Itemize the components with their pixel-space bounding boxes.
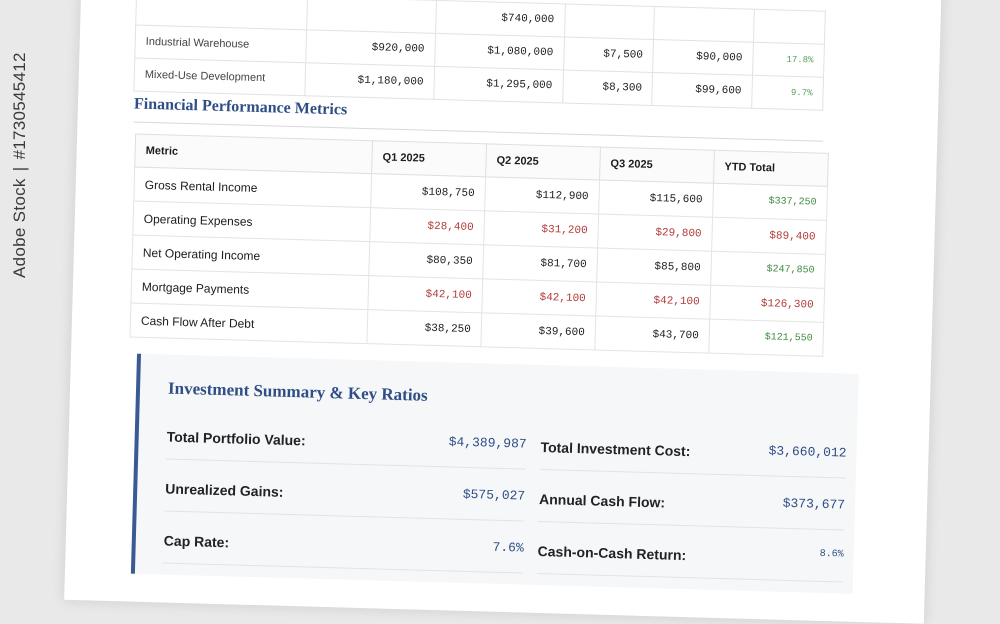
property-value [564,4,655,40]
property-value: $8,300 [562,69,653,106]
metric-value: $80,350 [368,241,484,279]
property-pct: 17.8% [752,42,825,78]
kv-label: Unrealized Gains: [165,480,284,500]
metric-value: $28,400 [369,207,485,245]
column-header: YTD Total [713,150,829,187]
metric-value: $42,100 [481,278,597,316]
financial-metrics-table: Metric Q1 2025 Q2 2025 Q3 2025 YTD Total… [129,134,829,357]
total-investment-cost: Total Investment Cost: $3,660,012 [539,425,848,479]
kv-label: Total Investment Cost: [540,438,691,460]
unrealized-gains: Unrealized Gains: $575,027 [164,466,526,522]
cap-rate: Cap Rate: 7.6% [163,518,525,574]
metric-value: $38,250 [366,309,482,347]
property-value: $740,000 [435,0,566,37]
watermark-id: #1730545412 [10,52,29,160]
summary-section-title: Investment Summary & Key Ratios [167,378,428,405]
column-header: Q1 2025 [371,140,487,177]
property-value: $920,000 [305,29,436,67]
column-header: Q3 2025 [599,147,715,184]
kv-value: 8.6% [819,548,844,561]
property-table: $740,000 Industrial Warehouse $920,000 $… [133,0,826,111]
metric-ytd: $337,250 [712,183,828,221]
metric-value: $43,700 [594,315,710,354]
kv-label: Total Portfolio Value: [166,428,306,449]
metric-value: $29,800 [597,214,713,252]
metric-ytd: $126,300 [709,285,825,323]
investment-summary-panel: Investment Summary & Key Ratios Total Po… [130,353,859,594]
metric-value: $42,100 [595,281,711,320]
property-value: $1,080,000 [434,33,565,70]
metric-value: $39,600 [480,312,596,350]
property-value: $7,500 [563,36,654,73]
cash-on-cash-return: Cash-on-Cash Return: 8.6% [537,528,845,583]
stock-watermark: Adobe Stock | #1730545412 [10,52,30,280]
financial-section-title: Financial Performance Metrics [133,95,348,119]
property-name: Mixed-Use Development [133,58,306,96]
property-value: $99,600 [652,72,753,109]
metric-value: $81,700 [482,244,598,282]
total-portfolio-value: Total Portfolio Value: $4,389,987 [166,414,528,470]
metric-value: $85,800 [596,248,712,286]
property-value [653,6,755,43]
kv-label: Cash-on-Cash Return: [537,542,687,564]
metric-value: $31,200 [483,210,599,249]
metric-ytd: $247,850 [710,251,826,289]
kv-label: Annual Cash Flow: [538,490,666,511]
metric-ytd: $121,550 [708,319,824,357]
kv-value: $575,027 [462,486,526,504]
property-value: $90,000 [652,39,754,76]
metric-ytd: $89,400 [711,217,827,255]
annual-cash-flow: Annual Cash Flow: $373,677 [538,476,846,531]
document-page: $740,000 Industrial Warehouse $920,000 $… [64,0,942,624]
metric-label: Cash Flow After Debt [129,303,368,344]
property-pct: 9.7% [751,75,824,111]
metric-value: $115,600 [598,180,714,218]
property-value: $1,180,000 [304,62,435,100]
kv-value: $3,660,012 [768,443,847,461]
kv-value: $373,677 [782,495,846,513]
watermark-separator: | [10,166,29,172]
column-header: Q2 2025 [485,143,601,181]
property-name: Industrial Warehouse [134,25,307,63]
kv-label: Cap Rate: [163,532,230,551]
property-value [306,0,437,34]
metric-value: $42,100 [367,275,483,313]
property-pct [753,9,826,45]
kv-value: 7.6% [492,539,524,556]
metric-value: $112,900 [484,176,600,215]
kv-value: $4,389,987 [448,434,527,452]
watermark-brand: Adobe Stock [10,178,29,278]
property-value: $1,295,000 [433,66,564,103]
metric-value: $108,750 [370,173,486,211]
